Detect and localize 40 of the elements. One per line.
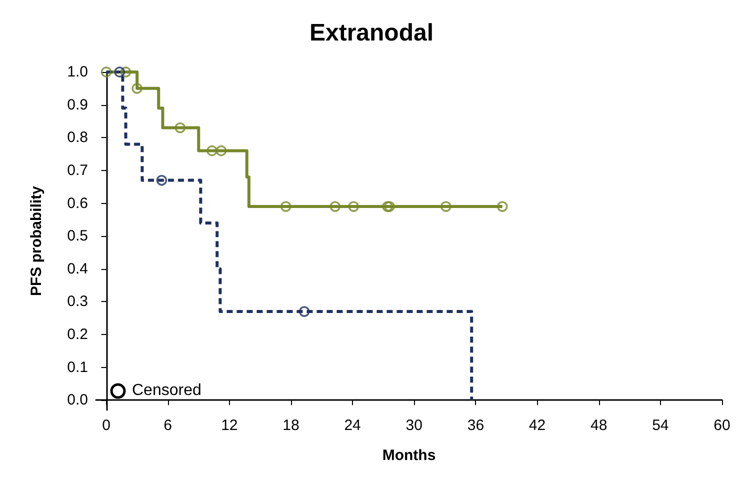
point	[100, 66, 112, 78]
x-tick-label: 54	[652, 417, 669, 434]
y-tick-label: 0.9	[67, 96, 88, 114]
x-axis-title: Months	[382, 447, 436, 464]
x-tick-label: 12	[221, 417, 238, 434]
x-tick-label: 18	[282, 417, 300, 434]
y-tick-label: 0.0	[67, 392, 88, 409]
point	[114, 66, 126, 78]
y-tick-label: 0.7	[67, 162, 88, 179]
y-tick-label: 0.6	[67, 194, 88, 212]
point	[120, 66, 132, 78]
x-tick-label: 30	[406, 417, 422, 434]
y-axis-title: PFS probability	[28, 185, 45, 296]
chart-title: Extranodal	[309, 20, 434, 46]
point	[174, 122, 186, 134]
point	[440, 201, 452, 212]
x-tick-label: 24	[344, 417, 361, 434]
y-tick-label: 0.3	[67, 293, 88, 310]
y-tick-label: 0.5	[67, 228, 88, 245]
text: Censored	[132, 382, 202, 400]
y-tick-label: 0.4	[67, 260, 88, 278]
point	[216, 145, 227, 156]
point	[156, 174, 168, 186]
x-tick-label: 48	[590, 417, 608, 434]
x-tick-label: 36	[467, 417, 484, 434]
point	[280, 201, 292, 212]
x-tick-label: 0	[102, 417, 110, 434]
point	[496, 201, 508, 212]
x-tick-label: 6	[164, 417, 172, 434]
point	[206, 145, 218, 156]
y-tick-label: 1.0	[67, 64, 88, 80]
x-tick-label: 60	[714, 417, 730, 434]
y-tick-label: 0.8	[67, 129, 88, 146]
point	[298, 306, 310, 317]
point	[330, 201, 341, 212]
y-tick-label: 0.1	[67, 358, 88, 376]
x-tick-label: 42	[528, 417, 546, 434]
point	[132, 83, 142, 94]
y-tick-label: 0.2	[67, 326, 88, 344]
point	[348, 201, 359, 212]
